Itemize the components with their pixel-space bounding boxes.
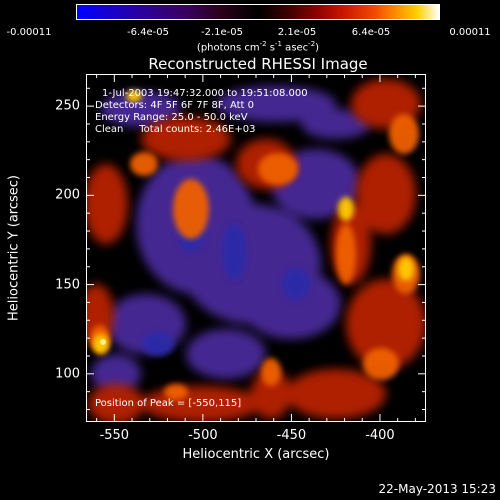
colorbar-tick-label: 0.00011 — [449, 27, 491, 38]
peak-position-text: Position of Peak = [-550,115] — [95, 398, 242, 409]
x-tick-label: -550 — [99, 428, 130, 443]
y-tick-label: 150 — [55, 277, 80, 293]
clean-counts-text: Clean Total counts: 2.46E+03 — [95, 124, 256, 135]
y-tick-label: 100 — [55, 366, 80, 382]
colorbar-tick-label: -6.4e-05 — [127, 27, 169, 38]
detectors-text: Detectors: 4F 5F 6F 7F 8F, Att 0 — [95, 100, 255, 111]
colorbar-tick-label: -0.00011 — [6, 27, 52, 38]
heatmap-peak-marker — [100, 339, 106, 345]
energy-range-text: Energy Range: 25.0 - 50.0 keV — [95, 112, 248, 123]
colorbar-tick-label: -2.1e-05 — [201, 27, 243, 38]
x-tick-label: -500 — [188, 428, 218, 443]
colorbar — [76, 4, 440, 20]
axis-ticks — [86, 74, 426, 422]
y-axis-label: Heliocentric Y (arcsec) — [6, 175, 22, 321]
heatmap-image — [86, 74, 426, 422]
heatmap-negative-regions — [91, 86, 371, 394]
plot-title: Reconstructed RHESSI Image — [148, 55, 368, 73]
x-axis-label: Heliocentric X (arcsec) — [182, 447, 330, 462]
x-tick-label: -400 — [365, 428, 395, 443]
time-range-text: 1-Jul-2003 19:47:32.000 to 19:51:08.000 — [102, 88, 308, 99]
colorbar-tick-label: 2.1e-05 — [277, 27, 317, 38]
x-tick-label: -450 — [276, 428, 307, 443]
colorbar-tick-label: 6.4e-05 — [351, 27, 391, 38]
timestamp: 22-May-2013 15:23 — [378, 482, 496, 496]
y-tick-label: 200 — [55, 187, 80, 203]
y-tick-label: 250 — [55, 98, 80, 114]
colorbar-units: (photons cm-2 s-1 asec-2) — [196, 40, 320, 54]
